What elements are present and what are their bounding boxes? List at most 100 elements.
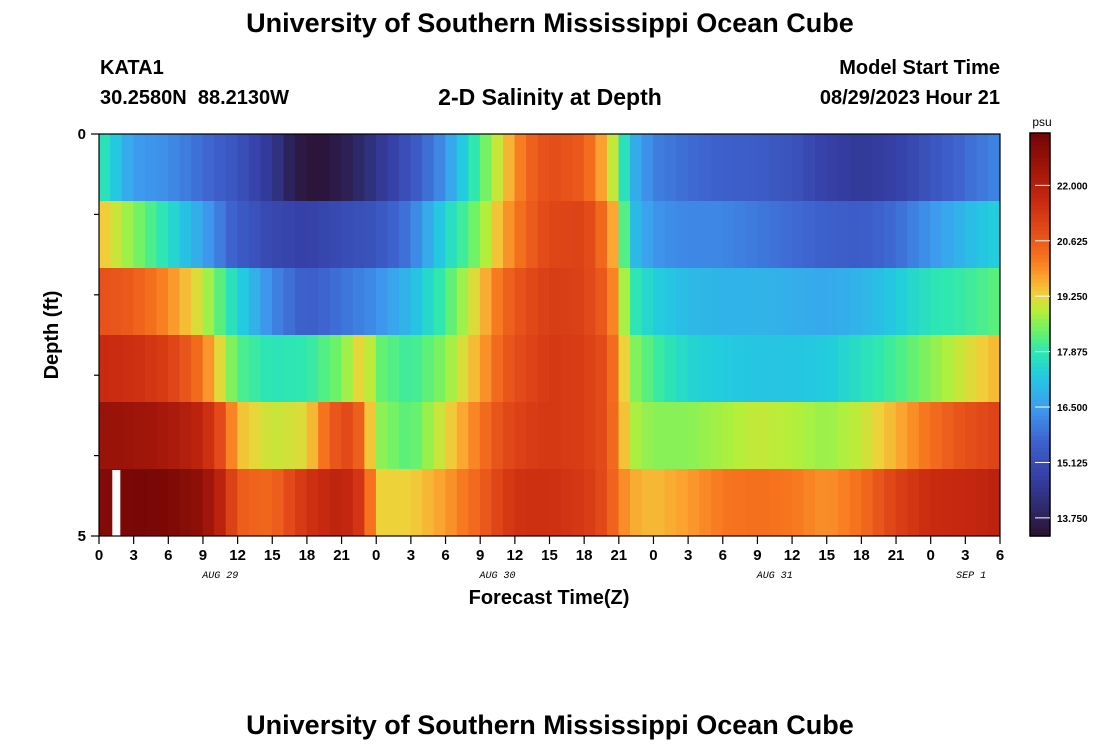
heatmap-cell [722,335,735,403]
heatmap-cell [918,201,931,269]
heatmap-cell [630,134,643,202]
y-axis: 05 [78,126,99,545]
colorbar-swatch [1030,245,1050,251]
heatmap-cell [734,134,747,202]
heatmap-cell [422,469,435,537]
heatmap-cell [248,469,262,537]
heatmap-cell [780,402,793,470]
heatmap-cell [468,335,481,403]
heatmap-cell [468,268,481,336]
heatmap-cell [941,469,955,537]
colorbar-swatch [1030,475,1050,481]
heatmap-cell [364,268,377,336]
x-tick-label: 12 [784,547,801,564]
heatmap-cell [583,134,596,202]
heatmap-cell [803,402,816,470]
heatmap-cell [537,201,550,269]
colorbar-swatch [1030,137,1050,142]
colorbar-swatch [1030,278,1050,283]
colorbar-swatch [1030,338,1050,344]
x-tick-label: 6 [441,547,449,564]
heatmap-cell [560,201,573,269]
heatmap-cell [907,469,920,537]
heatmap-cell [306,335,319,403]
heatmap-cell [814,134,828,202]
heatmap-cell [699,268,712,336]
heatmap-cell [837,469,851,537]
colorbar-swatch [1030,149,1050,154]
heatmap-cell [121,201,134,269]
heatmap-cell [687,134,700,202]
heatmap-cell [965,469,978,537]
heatmap-cell [479,469,493,537]
x-tick-label: 21 [333,547,350,564]
heatmap-cell [895,134,908,202]
heatmap-cell [560,335,573,403]
heatmap-cell [606,268,620,336]
heatmap-cell [445,268,458,336]
heatmap-cell [260,402,273,470]
heatmap-cell [595,268,608,336]
heatmap-cell [699,402,712,470]
heatmap-cells [98,134,1001,537]
heatmap-cell [653,134,666,202]
heatmap-cell [953,268,966,336]
heatmap-cell [953,402,966,470]
heatmap-cell [271,201,285,269]
colorbar-swatch [1030,241,1050,247]
heatmap-cell [399,402,412,470]
colorbar-swatch [1030,507,1050,513]
colorbar-tick-label: 19.250 [1057,292,1088,303]
heatmap-cell [595,469,608,537]
heatmap-cell [271,402,285,470]
heatmap-cell [271,268,285,336]
heatmap-cell [341,335,354,403]
colorbar-swatch [1030,431,1050,436]
heatmap-cell [98,268,111,336]
heatmap-cell [387,268,400,336]
heatmap-cell [375,469,389,537]
heatmap-cell [837,201,851,269]
heatmap-cell [653,402,666,470]
x-tick-label: 12 [229,547,246,564]
heatmap-cell [872,402,885,470]
colorbar-swatch [1030,274,1050,279]
heatmap-cell [549,335,562,403]
heatmap-cell [202,134,215,202]
y-tick-label: 0 [78,126,86,143]
heatmap-cell [572,201,585,269]
heatmap-cell [606,402,620,470]
heatmap-cell [791,201,804,269]
heatmap-cell [988,402,1001,470]
heatmap-cell [364,335,377,403]
heatmap-cell [664,201,677,269]
heatmap-cell [941,201,955,269]
heatmap-cell [479,335,493,403]
heatmap-cell [780,201,793,269]
x-axis-label: Forecast Time(Z) [469,587,630,609]
heatmap-cell [907,402,920,470]
colorbar-swatch [1030,390,1050,396]
heatmap-cell [953,134,966,202]
heatmap-cell [803,201,816,269]
heatmap-cell [722,134,735,202]
heatmap-cell [630,268,643,336]
heatmap-cell [849,134,862,202]
colorbar: 22.000 20.625 19.250 17.875 16.500 15.125 13.7… [1029,132,1088,537]
heatmap-cell [953,201,966,269]
heatmap-cell [364,469,377,537]
heatmap-cell [895,469,908,537]
heatmap-cell [387,402,400,470]
station-name: KATA1 [100,57,164,79]
heatmap-cell [422,268,435,336]
heatmap-cell [295,402,308,470]
heatmap-cell [572,134,585,202]
heatmap-cell [526,469,539,537]
colorbar-swatch [1030,177,1050,182]
colorbar-swatch [1030,229,1050,235]
y-axis-label: Depth (ft) [41,291,63,380]
heatmap-cell [664,469,677,537]
heatmap-cell [318,469,331,537]
colorbar-swatch [1030,362,1050,368]
